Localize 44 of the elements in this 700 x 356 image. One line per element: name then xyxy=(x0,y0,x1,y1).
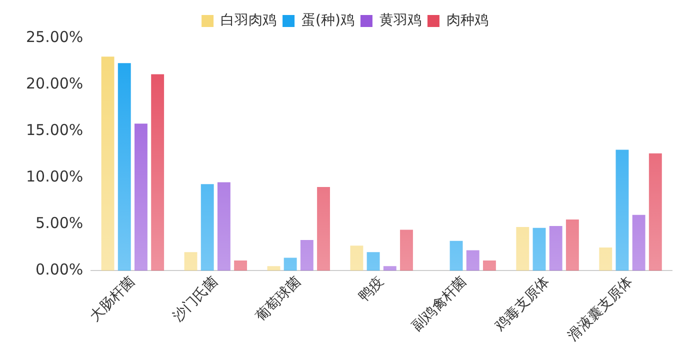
legend-label: 肉种鸡 xyxy=(446,12,488,29)
bar xyxy=(599,247,612,271)
x-tick-label: 副鸡禽杆菌 xyxy=(409,274,470,335)
bar xyxy=(366,252,380,271)
bar xyxy=(566,220,579,271)
bar xyxy=(516,226,530,271)
bar xyxy=(482,260,496,271)
legend-label: 白羽肉鸡 xyxy=(220,12,277,29)
bar xyxy=(101,56,114,271)
bar xyxy=(350,246,364,271)
y-tick-label: 10.00% xyxy=(26,168,84,186)
y-tick-label: 15.00% xyxy=(26,120,84,139)
legend-label: 黄羽鸡 xyxy=(379,12,422,29)
legend-label: 蛋(种)鸡 xyxy=(302,12,354,29)
x-tick-label: 大肠杆菌 xyxy=(87,274,138,325)
y-tick-label: 0.00% xyxy=(36,260,84,279)
bar xyxy=(217,182,230,271)
bar xyxy=(648,153,662,271)
bar xyxy=(234,260,248,271)
bar xyxy=(267,266,280,271)
y-tick-label: 25.00% xyxy=(26,28,84,46)
bar xyxy=(284,258,297,271)
bar xyxy=(632,214,646,271)
bar xyxy=(200,184,214,271)
bar xyxy=(317,186,330,271)
bar xyxy=(532,228,546,271)
bar xyxy=(616,150,629,271)
bar xyxy=(134,124,148,271)
bar xyxy=(300,240,314,271)
y-tick-label: 5.00% xyxy=(36,214,84,232)
x-tick-label: 滑液囊支原体 xyxy=(565,274,636,344)
x-tick-label: 鸭疫 xyxy=(356,274,387,305)
bar xyxy=(118,63,131,271)
bar xyxy=(450,240,463,271)
bar xyxy=(184,252,198,271)
x-tick-label: 葡萄球菌 xyxy=(253,274,304,325)
x-tick-label: 鸡毒支原体 xyxy=(491,274,553,336)
bar xyxy=(383,266,396,271)
bar xyxy=(151,74,164,271)
x-tick-label: 沙门氏菌 xyxy=(170,274,222,325)
bar xyxy=(466,250,480,271)
bar xyxy=(400,230,413,271)
bar xyxy=(549,226,562,271)
y-tick-label: 20.00% xyxy=(26,74,84,92)
